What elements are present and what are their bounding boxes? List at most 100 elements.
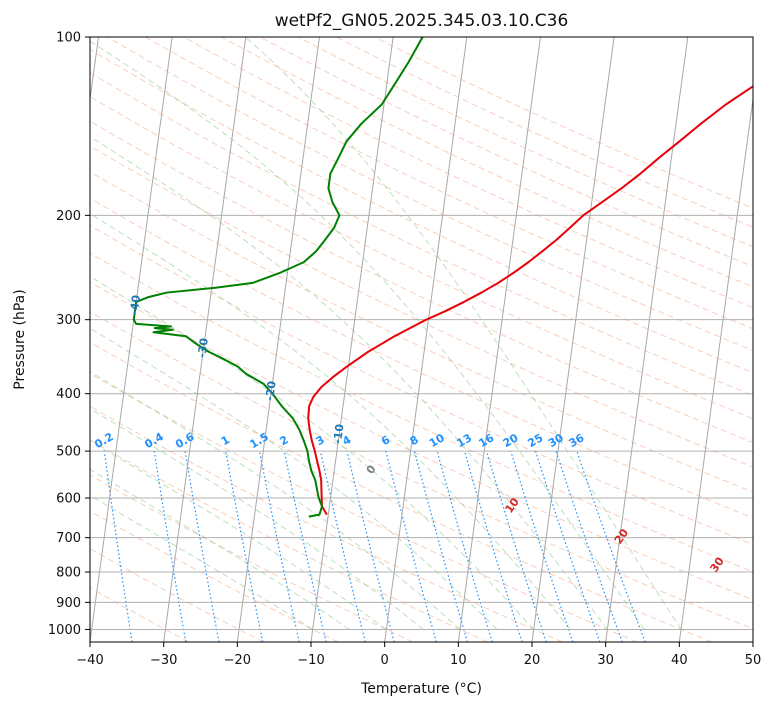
isotherm-line	[236, 37, 320, 642]
dry-adiabat-line	[90, 510, 339, 642]
mixing-ratios	[57, 450, 646, 642]
y-tick-label: 400	[56, 387, 81, 402]
moist-adiabat-line	[90, 136, 608, 630]
mixing-ratio-line	[510, 450, 574, 642]
mixing-ratio-label: 2	[277, 433, 290, 448]
dry-adiabat-line	[90, 405, 563, 642]
mixing-ratio-label: 16	[476, 431, 496, 450]
dry-adiabat-line	[90, 341, 712, 642]
mixing-ratio-label: 13	[454, 431, 474, 450]
x-tick-label: 20	[524, 653, 541, 668]
y-tick-label: 100	[56, 31, 81, 46]
mixing-ratio-label: 8	[408, 433, 421, 448]
moist-adiabat-line	[90, 275, 535, 630]
temperature-line	[307, 85, 753, 516]
y-tick-label: 900	[56, 596, 81, 611]
x-tick-label: −20	[224, 653, 251, 668]
mixing-ratio-line	[57, 451, 81, 642]
mixing-ratio-line	[555, 450, 623, 642]
x-tick-label: 0	[381, 653, 389, 668]
mixing-ratio-line	[225, 450, 264, 642]
mixing-ratio-line	[413, 450, 469, 642]
moist-adiabat-line	[244, 37, 682, 630]
isotherm-line	[605, 37, 689, 642]
isotherm-label: -30	[195, 337, 211, 359]
mixing-ratio-label: 3	[314, 433, 327, 448]
isobars	[90, 37, 753, 630]
mixing-ratio-label: 0.4	[142, 430, 166, 451]
line-labels: -100-90-80-70-60-50-40-30-20-100.10.20.4…	[0, 208, 727, 575]
profiles	[132, 37, 753, 518]
isotherm-line	[310, 37, 394, 642]
mixing-ratio-label: 30	[546, 431, 566, 450]
x-tick-label: 30	[597, 653, 614, 668]
isotherm-line	[678, 95, 753, 642]
dry-adiabat-line	[90, 439, 488, 642]
mixing-ratio-line	[486, 450, 547, 642]
moist-adiabat-label: 20	[612, 526, 632, 546]
y-tick-label: 800	[56, 566, 81, 581]
dry-adiabat-line	[90, 95, 753, 420]
dewpoint-line	[132, 37, 424, 518]
dry-adiabat-line	[90, 311, 753, 630]
isotherm-line	[531, 37, 615, 642]
dry-adiabat-line	[90, 72, 753, 396]
plot-frame	[89, 36, 754, 643]
isotherm-line	[90, 37, 99, 104]
mixing-ratio-label: 1.5	[248, 430, 271, 451]
mixing-ratio-label: 10	[427, 431, 447, 450]
y-tick-label: 1000	[48, 623, 81, 638]
mixing-ratio-line	[184, 451, 220, 642]
isotherm-label: -20	[263, 380, 279, 402]
mixing-ratio-label: 36	[567, 431, 587, 450]
moist-adiabat-line	[90, 40, 645, 630]
mixing-ratio-label: 20	[501, 431, 521, 450]
y-tick-label: 200	[56, 209, 81, 224]
y-tick-label: 700	[56, 531, 81, 546]
isotherm-line	[752, 638, 753, 642]
chart-title: wetPf2_GN05.2025.345.03.10.C36	[275, 11, 569, 31]
isotherm-line	[457, 37, 541, 642]
dry-adiabat-line	[336, 37, 753, 228]
dry-adiabat-line	[90, 548, 264, 642]
mixing-ratio-line	[153, 451, 187, 642]
dry-adiabat-line	[221, 37, 753, 288]
mixing-ratio-label: 0.2	[92, 430, 115, 451]
dry-adiabat-line	[90, 281, 753, 601]
isotherm-line	[90, 37, 173, 642]
dry-adiabat-line	[183, 37, 753, 309]
dry-adiabat-line	[90, 120, 753, 444]
x-tick-label: −10	[297, 653, 324, 668]
mixing-ratio-line	[319, 450, 366, 642]
isotherm-label: -60	[0, 208, 7, 230]
mixing-ratio-line	[463, 450, 523, 642]
dry-adiabat-line	[107, 37, 753, 352]
dry-adiabat-line	[90, 224, 753, 546]
isotherm-line	[163, 37, 247, 642]
dry-adiabat-line	[145, 37, 753, 330]
isotherms	[90, 37, 753, 642]
isotherm-label: -40	[127, 294, 143, 316]
dry-adiabat-line	[90, 252, 753, 573]
mixing-ratio-label: 0.6	[173, 430, 197, 451]
mixing-ratio-label: 25	[525, 431, 545, 450]
dry-adiabat-line	[374, 37, 753, 209]
x-tick-label: 10	[450, 653, 467, 668]
mixing-ratio-line	[258, 450, 300, 642]
mixing-ratio-line	[385, 450, 437, 642]
isotherm-line	[384, 37, 468, 642]
isotherm-label: -10	[331, 423, 347, 445]
mixing-ratio-line	[283, 450, 327, 642]
y-tick-label: 500	[56, 445, 81, 460]
plot-area: -100-90-80-70-60-50-40-30-20-100.10.20.4…	[0, 37, 753, 642]
y-axis-label: Pressure (hPa)	[12, 289, 28, 389]
x-tick-label: −40	[76, 653, 103, 668]
y-tick-label: 300	[56, 313, 81, 328]
moist-adiabat-line	[90, 213, 571, 630]
mixing-ratio-line	[103, 451, 133, 642]
dry-adiabat-line	[90, 48, 753, 374]
y-axis-ticks: 100 200 300 400 500 600 700 800 900 1000	[48, 31, 90, 638]
x-tick-label: 50	[745, 653, 762, 668]
